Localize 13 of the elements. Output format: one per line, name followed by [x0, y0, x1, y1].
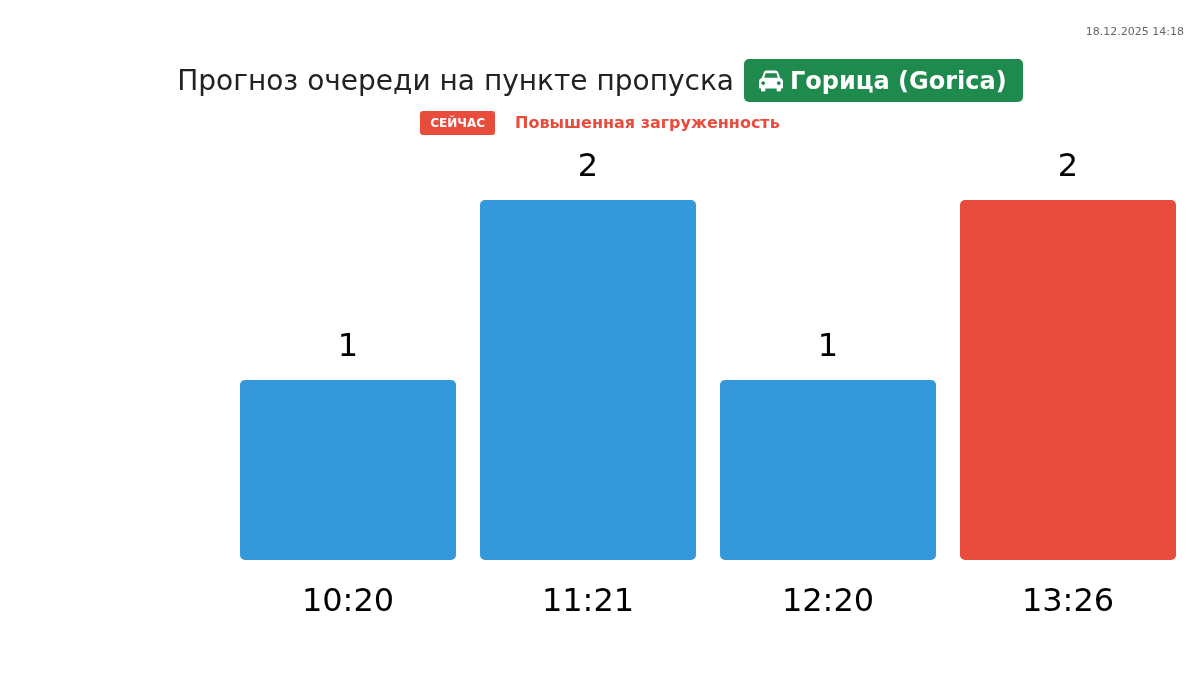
x-tick-label: 11:21	[541, 580, 635, 619]
text: 18.12.2025 14:18	[1085, 25, 1184, 39]
data-label: 2	[1057, 146, 1079, 184]
text: Повышенная загруженность	[515, 112, 780, 134]
x-tick-label: 13:26	[1021, 580, 1115, 619]
chart-title: Прогноз очереди на пункте пропуска	[177, 62, 734, 99]
text: СЕЙЧАС	[420, 111, 496, 135]
data-label: 1	[337, 326, 359, 364]
x-tick-label: 10:20	[301, 580, 395, 619]
x-tick-label: 12:20	[781, 580, 875, 619]
data-label: 2	[577, 146, 599, 184]
data-label: 1	[817, 326, 839, 364]
chart-subtitle: Горица (Gorica)	[789, 66, 1007, 95]
